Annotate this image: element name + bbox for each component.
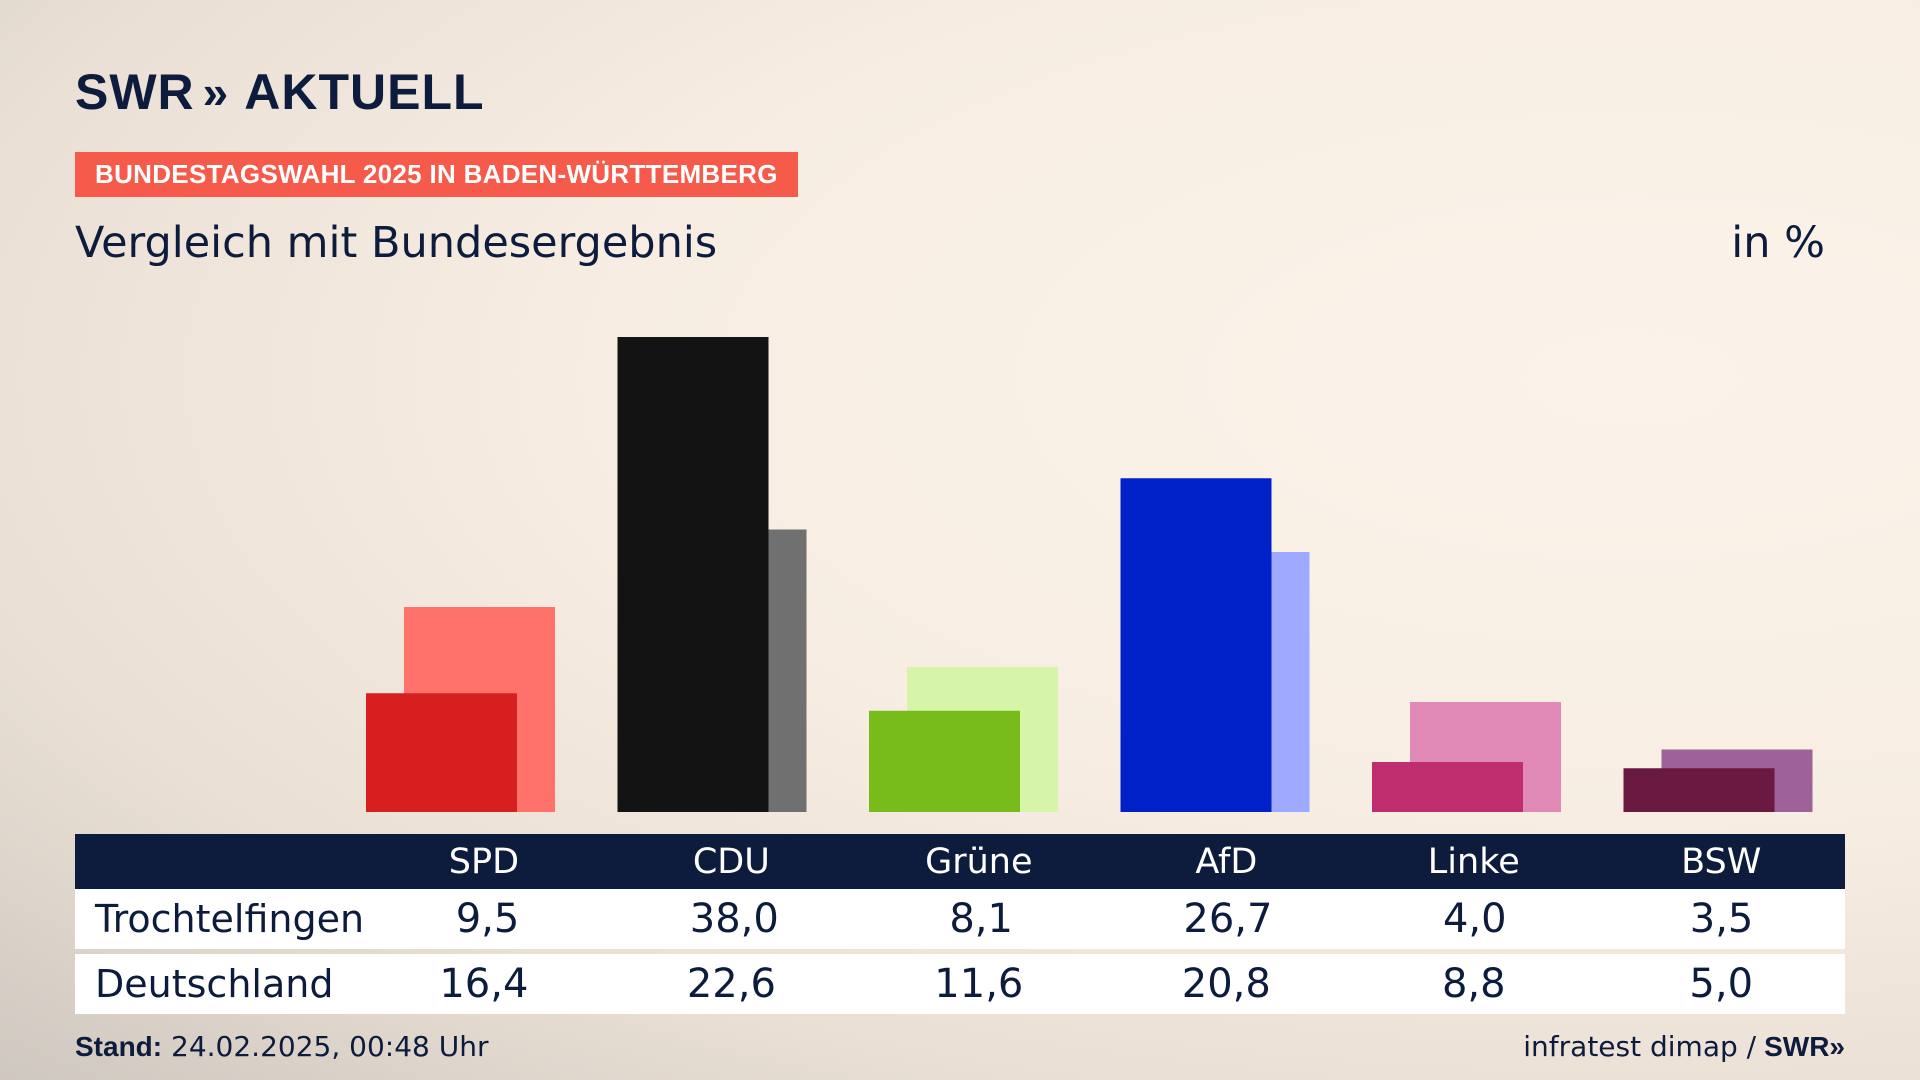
- stand-value: 24.02.2025, 00:48 Uhr: [171, 1030, 489, 1063]
- value-cell: 4,0: [1442, 896, 1507, 942]
- value-cell: 26,7: [1183, 896, 1273, 942]
- party-header: SPD: [448, 841, 520, 882]
- value-cell: 5,0: [1689, 961, 1754, 1007]
- logo-aktuell: AKTUELL: [244, 64, 485, 120]
- stand-label: Stand:: [75, 1031, 163, 1062]
- party-header-row: SPD CDU Grüne AfD Linke BSW: [75, 834, 1845, 889]
- swr-aktuell-logo: SWR » AKTUELL: [75, 64, 485, 120]
- timestamp: Stand: 24.02.2025, 00:48 Uhr: [75, 1030, 488, 1063]
- chart-title: Vergleich mit Bundesergebnis: [75, 218, 718, 268]
- row-label: Deutschland: [95, 962, 334, 1006]
- value-cell: 8,8: [1441, 961, 1506, 1007]
- value-cell: 38,0: [689, 896, 779, 942]
- party-header: Linke: [1427, 841, 1520, 882]
- party-header: BSW: [1681, 841, 1762, 882]
- swr-small-logo: SWR»: [1764, 1030, 1845, 1062]
- value-cell: 22,6: [686, 961, 776, 1007]
- value-cell: 20,8: [1181, 961, 1271, 1007]
- source-text: infratest dimap /: [1523, 1030, 1757, 1063]
- party-header: AfD: [1195, 841, 1258, 882]
- table-row: Trochtelfingen 9,5 38,0 8,1 26,7 4,0 3,5: [75, 889, 1845, 949]
- row-label: Trochtelfingen: [95, 897, 365, 941]
- value-cell: 16,4: [439, 961, 529, 1007]
- value-cell: 11,6: [934, 961, 1024, 1007]
- bar-trochtelfingen-spd: [366, 693, 517, 812]
- bar-trochtelfingen-afd: [1120, 478, 1272, 812]
- bar-trochtelfingen-grüne: [869, 710, 1020, 812]
- bar-trochtelfingen-cdu: [617, 337, 769, 812]
- source-credit: infratest dimap / SWR»: [1523, 1030, 1845, 1063]
- logo-swr: SWR: [75, 64, 195, 120]
- party-header: CDU: [692, 841, 770, 882]
- bar-chart: [366, 337, 1813, 812]
- results-table: SPD CDU Grüne AfD Linke BSW Trochtelfing…: [75, 834, 1845, 1014]
- unit-label: in %: [1731, 218, 1825, 268]
- value-cell: 3,5: [1689, 896, 1754, 942]
- value-cell: 9,5: [455, 896, 520, 942]
- party-header: Grüne: [925, 841, 1033, 882]
- bar-trochtelfingen-bsw: [1623, 768, 1775, 812]
- bar-trochtelfingen-linke: [1372, 762, 1523, 812]
- election-badge: BUNDESTAGSWAHL 2025 IN BADEN-WÜRTTEMBERG: [75, 152, 798, 197]
- value-cell: 8,1: [949, 896, 1013, 942]
- table-row: Deutschland 16,4 22,6 11,6 20,8 8,8 5,0: [75, 954, 1845, 1014]
